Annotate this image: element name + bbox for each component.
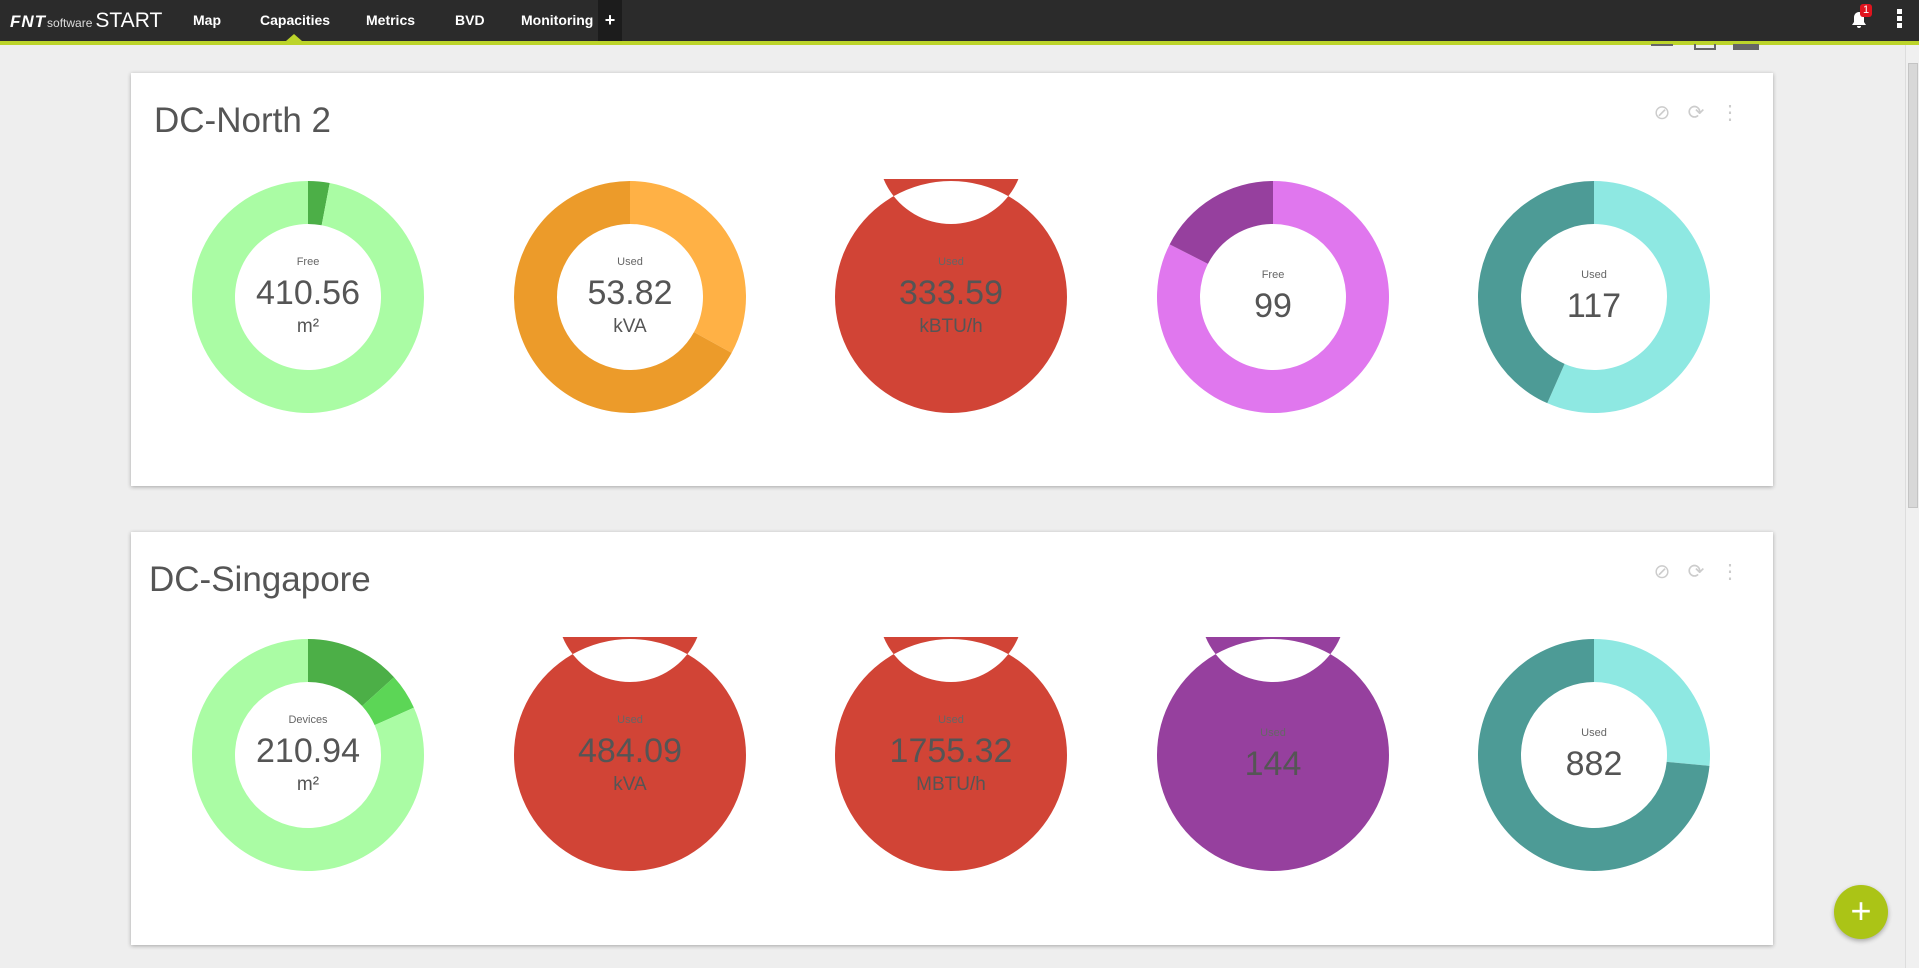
donut-value: 144: [1244, 745, 1302, 783]
donut-slice-free[interactable]: [192, 181, 425, 413]
donut-value: 484.09: [578, 732, 682, 770]
donut-value: 333.59: [899, 274, 1003, 312]
donut-center: Used 882: [1476, 637, 1712, 873]
donut-center: Used 53.82 kVA: [512, 179, 748, 415]
donut-slice-used[interactable]: [514, 181, 732, 413]
donut-slice-free[interactable]: [1157, 181, 1389, 413]
donut-slice-used[interactable]: [835, 637, 1067, 871]
refresh-icon[interactable]: ⟳: [1687, 102, 1705, 124]
donut-unit: m²: [296, 774, 320, 795]
donut-slice-used[interactable]: [1169, 181, 1273, 264]
donut-label: Free: [1261, 269, 1285, 281]
donut-value: 53.82: [587, 274, 673, 312]
card-menu-icon[interactable]: ⋮: [1720, 561, 1740, 583]
donut-slice-free[interactable]: [630, 181, 746, 353]
notification-badge: 1: [1860, 4, 1873, 17]
donut-label: Used: [617, 714, 643, 726]
donut-value: 882: [1565, 745, 1623, 783]
donut-label: Used: [1581, 727, 1607, 739]
disable-icon[interactable]: ⊘: [1653, 561, 1671, 583]
donut-chart[interactable]: Used 484.09 kVA: [512, 637, 748, 873]
donut-unit: kVA: [613, 774, 647, 795]
donut-center: Free 410.56 m²: [190, 179, 426, 415]
donut-slice-used[interactable]: [308, 181, 330, 226]
add-tab-button[interactable]: +: [598, 0, 622, 41]
donut-chart[interactable]: Used 53.82 kVA: [512, 179, 748, 415]
card-title: DC-North 2: [154, 101, 331, 140]
donut-unit: kVA: [613, 316, 647, 337]
donut-slice-free[interactable]: [1547, 181, 1710, 413]
donut-slice-free[interactable]: [191, 639, 424, 871]
donut-center: Used 333.59 kBTU/h: [833, 179, 1069, 415]
nav-map[interactable]: Map: [193, 12, 221, 28]
sort-icon[interactable]: [1733, 44, 1759, 50]
donut-slice-used[interactable]: [1478, 181, 1594, 404]
donut-slice-used[interactable]: [835, 179, 1067, 413]
card-title: DC-Singapore: [149, 560, 371, 599]
donut-center: Devices 210.94 m²: [190, 637, 426, 873]
card-menu-icon[interactable]: ⋮: [1720, 102, 1740, 124]
donut-unit: kBTU/h: [919, 316, 983, 337]
donut-chart[interactable]: Used 144: [1155, 637, 1391, 873]
donut-chart[interactable]: Free 410.56 m²: [190, 179, 426, 415]
donut-chart[interactable]: Used 1755.32 MBTU/h: [833, 637, 1069, 873]
donut-chart[interactable]: Devices 210.94 m²: [190, 637, 426, 873]
donut-label: Used: [938, 714, 964, 726]
donut-chart[interactable]: Used 117: [1476, 179, 1712, 415]
donut-center: Used 117: [1476, 179, 1712, 415]
nav-metrics[interactable]: Metrics: [366, 12, 416, 28]
donut-value: 117: [1566, 287, 1622, 325]
donut-chart[interactable]: Used 333.59 kBTU/h: [833, 179, 1069, 415]
donut-unit: MBTU/h: [916, 774, 986, 795]
donut-center: Used 144: [1155, 637, 1391, 873]
vertical-scrollbar[interactable]: [1905, 45, 1919, 968]
disable-icon[interactable]: ⊘: [1653, 102, 1671, 124]
logo-software: software: [47, 16, 93, 30]
nav-monitoring[interactable]: Monitoring: [521, 12, 594, 28]
donut-label: Devices: [288, 714, 328, 726]
donut-label: Used: [617, 256, 643, 268]
donut-chart[interactable]: Free 99: [1155, 179, 1391, 415]
layout-icon[interactable]: [1651, 44, 1673, 46]
donut-slice-devices[interactable]: [308, 639, 395, 707]
donut-label: Used: [1260, 727, 1286, 739]
donut-center: Free 99: [1155, 179, 1391, 415]
donut-label: Used: [1581, 269, 1607, 281]
donut-unit: m²: [296, 316, 320, 337]
app-logo[interactable]: FNTsoftware START: [10, 9, 162, 33]
nav-bvd[interactable]: BVD: [455, 12, 485, 28]
donut-value: 210.94: [256, 732, 360, 770]
donut-value: 410.56: [256, 274, 360, 312]
active-tab-indicator: [286, 34, 302, 41]
donut-slice-other[interactable]: [362, 677, 414, 726]
donut-slice-used[interactable]: [1157, 637, 1389, 871]
refresh-icon[interactable]: ⟳: [1687, 561, 1705, 583]
donut-slice-used[interactable]: [514, 637, 746, 871]
main-menu-icon[interactable]: [1897, 9, 1903, 30]
donut-value: 99: [1254, 287, 1292, 325]
donut-chart[interactable]: Used 882: [1476, 637, 1712, 873]
donut-slice-used[interactable]: [1478, 639, 1710, 871]
logo-start: START: [95, 9, 163, 32]
donut-label: Free: [296, 256, 320, 268]
window-icon[interactable]: [1694, 44, 1716, 50]
add-widget-button[interactable]: +: [1834, 885, 1888, 939]
top-navbar: FNTsoftware START Map Capacities Metrics …: [0, 0, 1919, 45]
donut-value: 1755.32: [889, 732, 1013, 770]
scrollbar-thumb[interactable]: [1908, 63, 1918, 508]
donut-center: Used 484.09 kVA: [512, 637, 748, 873]
donut-label: Used: [938, 256, 964, 268]
nav-capacities[interactable]: Capacities: [260, 12, 331, 28]
donut-slice-free[interactable]: [1594, 639, 1710, 766]
logo-fnt: FNT: [10, 12, 47, 31]
donut-center: Used 1755.32 MBTU/h: [833, 637, 1069, 873]
